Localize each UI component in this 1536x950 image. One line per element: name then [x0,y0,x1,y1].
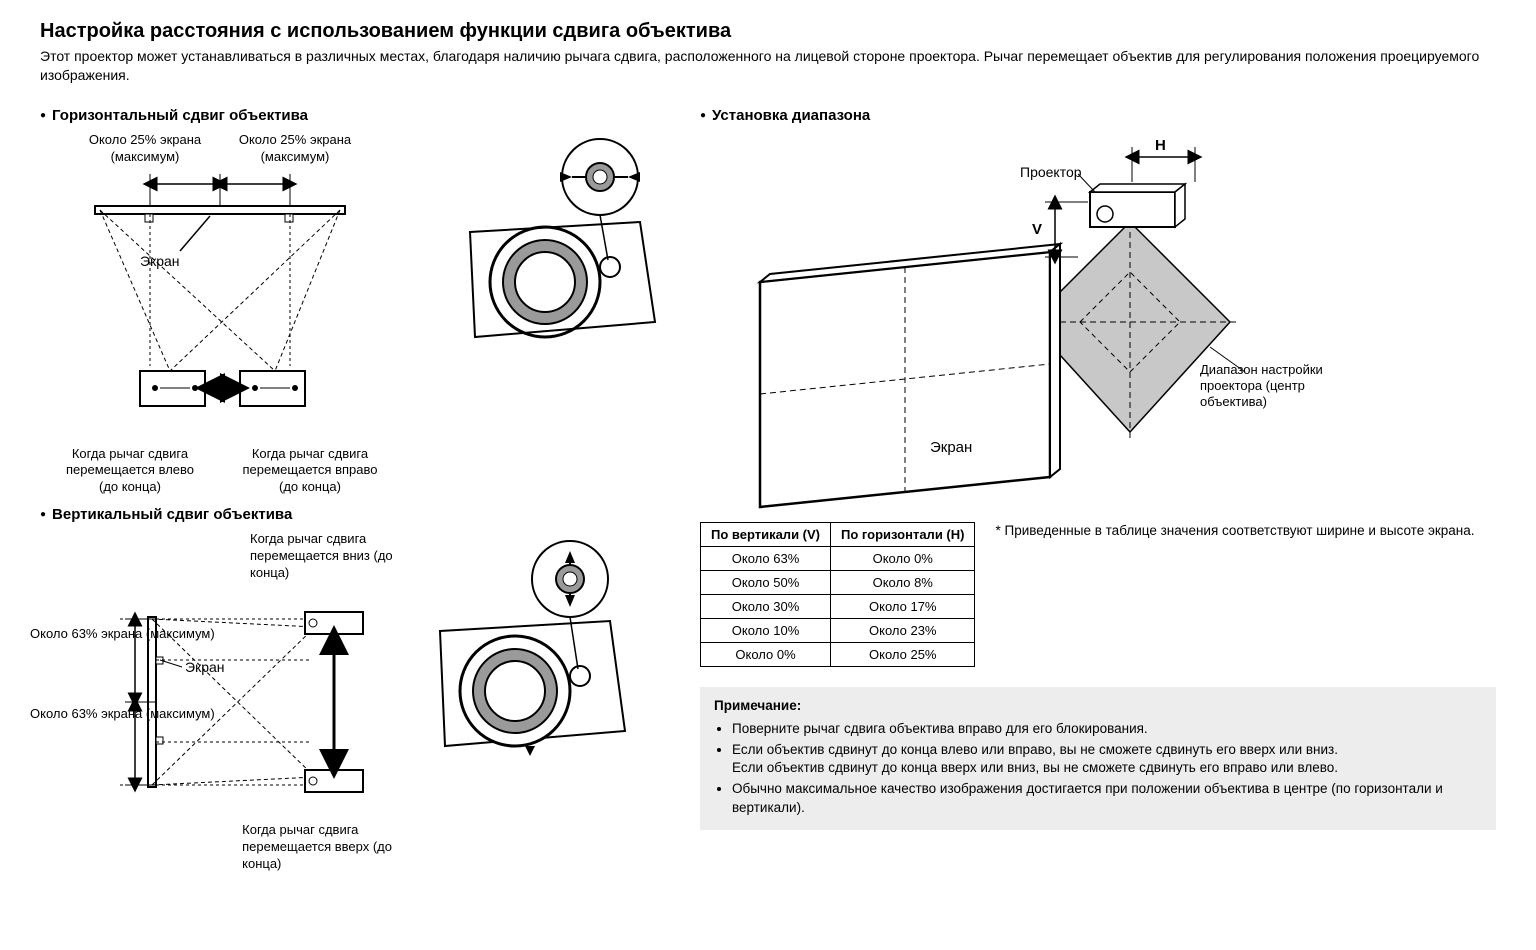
table-row: Около 63%Около 0% [701,546,975,570]
horizontal-diagram: Около 25% экрана (максимум) Около 25% эк… [40,132,660,496]
svg-text:Экран: Экран [185,659,225,675]
table-row: Около 50%Около 8% [701,570,975,594]
table-note: * Приведенные в таблице значения соответ… [995,522,1474,540]
horizontal-heading: Горизонтальный сдвиг объектива [40,107,660,124]
range-caption: Диапазон настройки проектора (центр объе… [1200,362,1360,411]
table-row: Около 0%Около 25% [701,642,975,666]
h-right-caption: Когда рычаг сдвига перемещается вправо (… [235,446,385,497]
svg-text:H: H [1155,137,1166,154]
vertical-heading: Вертикальный сдвиг объектива [40,506,660,523]
range-diagram: Экран Проектор H V [700,132,1496,512]
notes-box: Примечание: Поверните рычаг сдвига объек… [700,687,1496,830]
page-title: Настройка расстояния с использованием фу… [40,20,1496,43]
v-upper-label: Около 63% экрана (максимум) [30,626,215,642]
range-heading: Установка диапазона [700,107,1496,124]
table-row: Около 10%Около 23% [701,618,975,642]
notes-title: Примечание: [714,697,1482,716]
v-lower-label: Около 63% экрана (максимум) [30,706,215,722]
note-item: Поверните рычаг сдвига объектива вправо … [732,720,1482,739]
vertical-diagram: Когда рычаг сдвига перемещается вниз (до… [40,531,660,872]
v-bottom-caption: Когда рычаг сдвига перемещается вверх (д… [242,822,400,873]
h-shift-svg: Экран [40,166,400,446]
svg-text:Экран: Экран [930,439,972,456]
lens-closeup-h [460,132,660,352]
lens-closeup-v [430,531,630,771]
v-top-caption: Когда рычаг сдвига перемещается вниз (до… [250,531,410,582]
note-item: Обычно максимальное качество изображения… [732,780,1482,818]
table-row: Около 30%Около 17% [701,594,975,618]
h-top-left-label: Около 25% экрана (максимум) [75,132,215,166]
v-shift-svg: Экран [40,582,410,822]
svg-text:V: V [1032,221,1042,238]
range-table: По вертикали (V)По горизонтали (H) Около… [700,522,975,667]
h-screen-label: Экран [140,253,180,269]
note-item: Если объектив сдвинут до конца влево или… [732,741,1482,779]
range-col-header: По вертикали (V) [701,522,831,546]
h-top-right-label: Около 25% экрана (максимум) [225,132,365,166]
svg-text:Проектор: Проектор [1020,164,1082,180]
h-left-caption: Когда рычаг сдвига перемещается влево (д… [55,446,205,497]
intro-text: Этот проектор может устанавливаться в ра… [40,47,1496,85]
range-col-header: По горизонтали (H) [831,522,975,546]
